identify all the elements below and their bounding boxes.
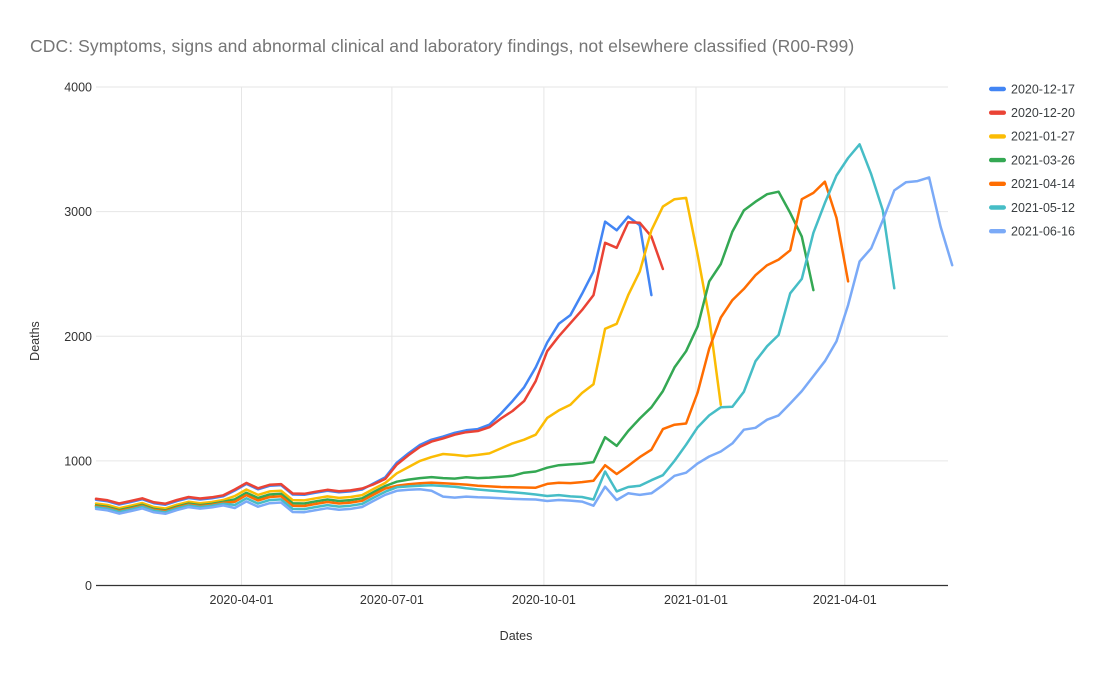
legend-swatch	[989, 86, 1006, 92]
x-tick-label: 2020-07-01	[360, 593, 424, 607]
x-tick-label: 2021-01-01	[664, 593, 728, 607]
legend-label: 2020-12-17	[1011, 82, 1075, 96]
series-line-2021-05-12	[94, 143, 896, 514]
series-line-2021-03-26	[94, 190, 815, 512]
y-tick-label: 1000	[64, 454, 92, 468]
x-axis-title: Dates	[500, 629, 533, 643]
tick-layer: 0 1000 2000 3000 4000 2020-04-01 2020-07-01 202…	[64, 81, 877, 608]
legend-swatch	[989, 181, 1006, 186]
x-tick-label: 2020-10-01	[512, 593, 576, 607]
series-line-2020-12-20	[94, 220, 665, 505]
series-line-2021-04-14	[94, 180, 850, 513]
legend-label: 2021-03-26	[1011, 153, 1075, 167]
legend-swatch	[989, 205, 1006, 210]
y-tick-label: 3000	[64, 205, 92, 219]
legend-label: 2021-05-12	[1011, 201, 1075, 215]
chart-title: CDC: Symptoms, signs and abnormal clinic…	[30, 36, 855, 56]
y-tick-label: 2000	[64, 330, 92, 344]
legend-item: 2021-03-26	[989, 153, 1075, 167]
legend-swatch	[989, 134, 1006, 139]
legend-label: 2021-04-14	[1011, 177, 1075, 191]
legend-label: 2021-01-27	[1011, 130, 1075, 144]
legend-swatch	[989, 110, 1006, 115]
legend-item: 2021-05-12	[989, 201, 1075, 215]
legend-item: 2021-06-16	[989, 225, 1075, 239]
x-tick-label: 2021-04-01	[813, 593, 877, 607]
legend-item: 2020-12-17	[989, 82, 1075, 96]
legend-label: 2021-06-16	[1011, 225, 1075, 239]
series-line-2020-12-17	[94, 215, 653, 506]
series-line-2021-01-27	[94, 196, 723, 510]
y-axis-title: Deaths	[28, 321, 42, 361]
y-tick-label: 0	[85, 579, 92, 593]
grid-layer	[96, 86, 948, 587]
series-layer	[94, 143, 954, 516]
x-tick-label: 2020-04-01	[210, 593, 274, 607]
y-tick-label: 4000	[64, 81, 92, 95]
legend: 2020-12-17 2020-12-20 2021-01-27 2021-03-26…	[989, 82, 1075, 239]
legend-item: 2020-12-20	[989, 106, 1075, 120]
series-line-2021-06-16	[94, 176, 954, 516]
legend-swatch	[989, 157, 1006, 163]
legend-label: 2020-12-20	[1011, 106, 1075, 120]
legend-item: 2021-01-27	[989, 130, 1075, 144]
legend-item: 2021-04-14	[989, 177, 1075, 191]
legend-swatch	[989, 229, 1006, 234]
